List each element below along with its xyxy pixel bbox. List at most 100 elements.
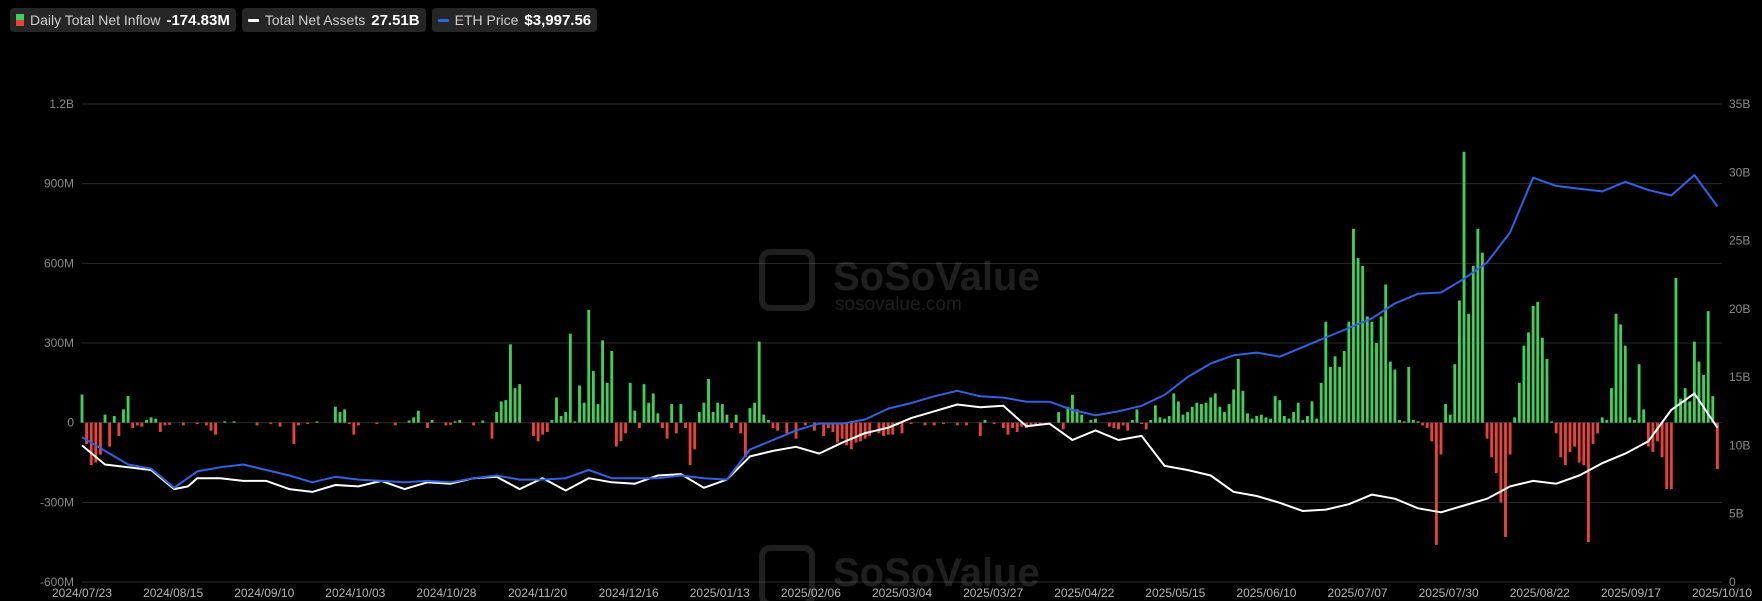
inflow-bar xyxy=(1596,422,1600,434)
inflow-bar xyxy=(803,422,807,426)
inflow-bar xyxy=(942,422,945,424)
inflow-bar xyxy=(352,422,356,435)
inflow-bar xyxy=(1135,409,1139,423)
inflow-bar xyxy=(762,414,766,423)
inflow-bar xyxy=(1126,422,1130,431)
inflow-bar xyxy=(1066,406,1070,423)
inflow-bar xyxy=(1107,422,1111,427)
inflow-bar xyxy=(1250,418,1254,423)
inflow-bar xyxy=(1172,393,1176,423)
inflow-bar xyxy=(1259,414,1263,423)
inflow-bar xyxy=(702,402,706,423)
inflow-bar xyxy=(725,414,729,423)
right-tick-label: 0 xyxy=(1729,575,1736,589)
inflow-bar xyxy=(1176,401,1180,423)
x-tick-label: 2025/09/17 xyxy=(1601,586,1661,600)
inflow-bar xyxy=(1269,418,1272,423)
legend-inflow[interactable]: Daily Total Net Inflow -174.83M xyxy=(10,8,236,32)
inflow-bar xyxy=(1568,422,1572,452)
x-tick-label: 2025/07/30 xyxy=(1419,586,1479,600)
inflow-bar xyxy=(1038,422,1042,424)
inflow-bar xyxy=(1061,422,1065,430)
inflow-bar xyxy=(1153,405,1157,423)
inflow-bar xyxy=(1697,361,1701,423)
inflow-bar xyxy=(1200,404,1203,423)
inflow-bar xyxy=(716,402,720,423)
right-tick-label: 30B xyxy=(1729,165,1750,179)
inflow-bar xyxy=(1094,418,1097,423)
inflow-bar xyxy=(1075,409,1079,423)
inflow-bar xyxy=(1278,400,1282,423)
inflow-bar xyxy=(232,421,236,423)
inflow-bar xyxy=(601,340,604,423)
inflow-bar xyxy=(564,412,568,423)
inflow-bar xyxy=(1301,420,1305,423)
inflow-bar xyxy=(1679,398,1682,423)
inflow-bar xyxy=(877,422,881,434)
inflow-bar xyxy=(1577,422,1581,463)
inflow-bar xyxy=(1379,316,1383,423)
legend-assets[interactable]: Total Net Assets 27.51B xyxy=(241,8,426,32)
x-tick-label: 2025/04/22 xyxy=(1054,586,1114,600)
inflow-bar xyxy=(1430,422,1434,442)
inflow-bar xyxy=(108,422,112,447)
inflow-bar xyxy=(1669,422,1673,490)
inflow-bar xyxy=(1476,228,1480,423)
inflow-bar xyxy=(1444,404,1448,423)
inflow-bar xyxy=(1536,301,1540,423)
x-tick-label: 2025/10/10 xyxy=(1692,586,1752,600)
inflow-bar xyxy=(1628,417,1632,423)
inflow-bar xyxy=(1619,324,1623,423)
inflow-bar xyxy=(292,422,296,444)
inflow-bar xyxy=(679,404,683,423)
inflow-bar xyxy=(1462,151,1466,423)
inflow-bar xyxy=(1517,382,1521,423)
inflow-bar xyxy=(1633,420,1636,423)
inflow-bar xyxy=(1089,420,1093,423)
inflow-bar xyxy=(1411,420,1415,423)
x-tick-label: 2024/11/20 xyxy=(508,586,567,600)
inflow-bar xyxy=(1241,390,1245,423)
left-tick-label: 900M xyxy=(44,177,74,191)
watermark-logo-icon-2 xyxy=(759,545,815,601)
inflow-bar xyxy=(637,422,641,428)
inflow-bar xyxy=(1586,422,1590,543)
inflow-bar xyxy=(297,422,300,426)
x-tick-label: 2024/12/16 xyxy=(599,586,659,600)
inflow-bar xyxy=(1167,416,1171,423)
x-tick-label: 2025/07/07 xyxy=(1328,586,1388,600)
inflow-bar xyxy=(1688,401,1692,423)
inflow-bar xyxy=(628,382,632,423)
inflow-bar xyxy=(255,422,259,426)
inflow-bar xyxy=(1559,422,1563,458)
inflow-bar xyxy=(163,422,167,426)
inflow-bar xyxy=(1550,421,1553,423)
inflow-bar xyxy=(591,370,595,423)
inflow-bar xyxy=(412,417,416,423)
inflow-bar xyxy=(472,422,476,426)
inflow-bar xyxy=(831,422,835,432)
inflow-bar xyxy=(1531,305,1535,423)
inflow-bar xyxy=(407,420,411,423)
inflow-bar xyxy=(836,422,839,443)
legend-price[interactable]: ETH Price $3,997.56 xyxy=(431,8,598,32)
inflow-bar xyxy=(684,422,687,428)
inflow-bar xyxy=(647,402,651,423)
inflow-bar xyxy=(771,422,775,428)
x-tick-label: 2025/06/10 xyxy=(1236,586,1296,600)
inflow-bar xyxy=(1328,366,1332,423)
inflow-bar xyxy=(112,416,116,423)
inflow-bar xyxy=(1204,402,1208,423)
inflow-bar xyxy=(80,394,84,423)
x-tick-label: 2024/08/15 xyxy=(143,586,203,600)
inflow-bar xyxy=(757,341,761,423)
inflow-bar xyxy=(131,422,135,428)
inflow-bar xyxy=(416,410,420,423)
inflow-bar xyxy=(555,397,558,423)
inflow-bar xyxy=(1623,345,1627,423)
inflow-bar xyxy=(375,422,379,424)
inflow-bar xyxy=(209,422,213,431)
inflow-bar xyxy=(1227,404,1231,423)
inflow-bar xyxy=(1513,417,1517,423)
inflow-bar xyxy=(1071,394,1074,423)
